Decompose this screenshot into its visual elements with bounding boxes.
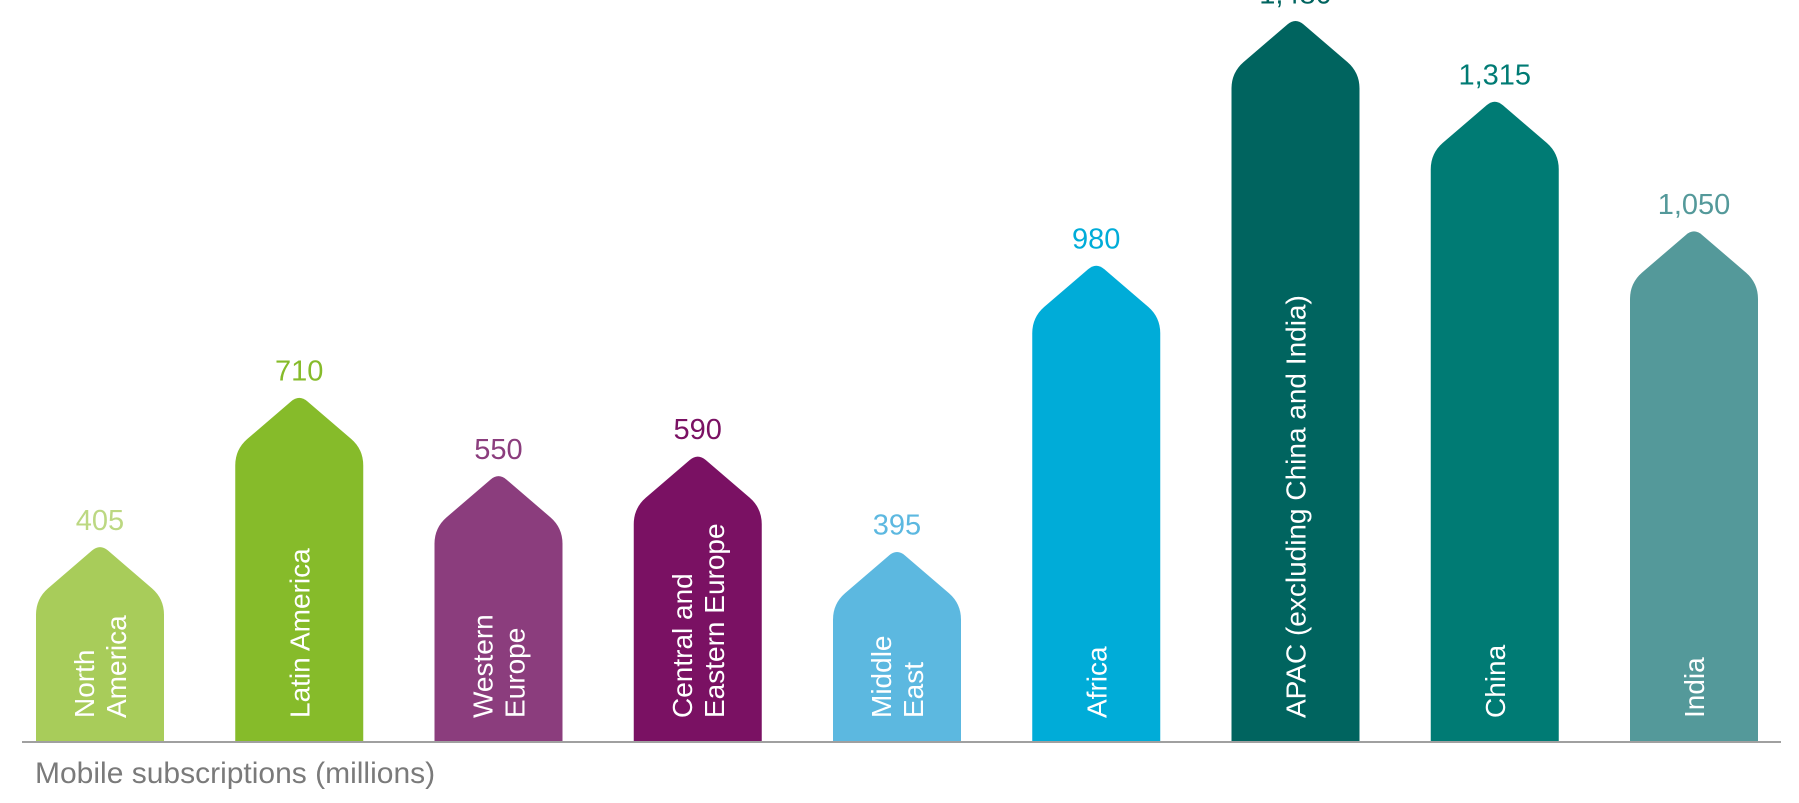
- category-label-line: North: [69, 650, 100, 718]
- value-label-north-america: 405: [76, 505, 124, 537]
- category-label-india: India: [1679, 657, 1710, 718]
- bar-latin-america: [235, 397, 364, 742]
- bar-north-america: [36, 547, 164, 742]
- y-axis-caption: Mobile subscriptions (millions): [35, 757, 436, 790]
- category-label-line: Middle: [866, 636, 897, 718]
- category-label-line: Latin America: [284, 548, 315, 718]
- category-label-africa: Africa: [1081, 646, 1112, 718]
- category-label-line: India: [1679, 657, 1710, 718]
- category-label-line: East: [898, 662, 929, 718]
- category-label-line: Europe: [500, 628, 531, 718]
- value-label-latin-america: 710: [275, 355, 323, 387]
- value-label-india: 1,050: [1658, 189, 1731, 221]
- category-label-line: America: [101, 615, 132, 718]
- value-label-western-europe: 550: [474, 434, 522, 466]
- category-label-middle-east: MiddleEast: [866, 636, 929, 718]
- value-label-apac-excluding-china-and-india: 1,480: [1259, 0, 1332, 11]
- category-label-line: APAC (excluding China and India): [1281, 295, 1312, 718]
- bar-western-europe: [434, 476, 563, 742]
- value-labels-group: 405 710 550 590 395 980 1,480 1,315 1,050: [76, 0, 1730, 542]
- category-label-line: Central and: [667, 573, 698, 718]
- category-labels-group: NorthAmerica Latin America WesternEurope Ce…: [69, 295, 1710, 718]
- category-label-apac-excluding-china-and-india: APAC (excluding China and India): [1281, 295, 1312, 718]
- category-label-line: Eastern Europe: [699, 523, 730, 718]
- bar-central-and-eastern-europe: [633, 456, 762, 742]
- bar-china: [1430, 101, 1559, 742]
- value-label-middle-east: 395: [873, 510, 921, 542]
- bar-india: [1630, 231, 1758, 742]
- value-label-central-and-eastern-europe: 590: [674, 414, 722, 446]
- bar-middle-east: [833, 552, 961, 742]
- category-label-line: Africa: [1081, 646, 1112, 718]
- value-label-africa: 980: [1072, 223, 1120, 255]
- bar-africa: [1032, 265, 1161, 742]
- category-label-line: China: [1480, 644, 1511, 718]
- category-label-line: Western: [468, 614, 499, 718]
- category-label-western-europe: WesternEurope: [468, 614, 531, 718]
- category-label-north-america: NorthAmerica: [69, 615, 132, 718]
- category-label-china: China: [1480, 644, 1511, 718]
- category-label-latin-america: Latin America: [284, 548, 315, 718]
- bars-group: [36, 20, 1758, 742]
- value-label-china: 1,315: [1458, 59, 1531, 91]
- bar-apac-excluding-china-and-india: [1231, 20, 1360, 742]
- category-label-central-and-eastern-europe: Central andEastern Europe: [667, 523, 730, 718]
